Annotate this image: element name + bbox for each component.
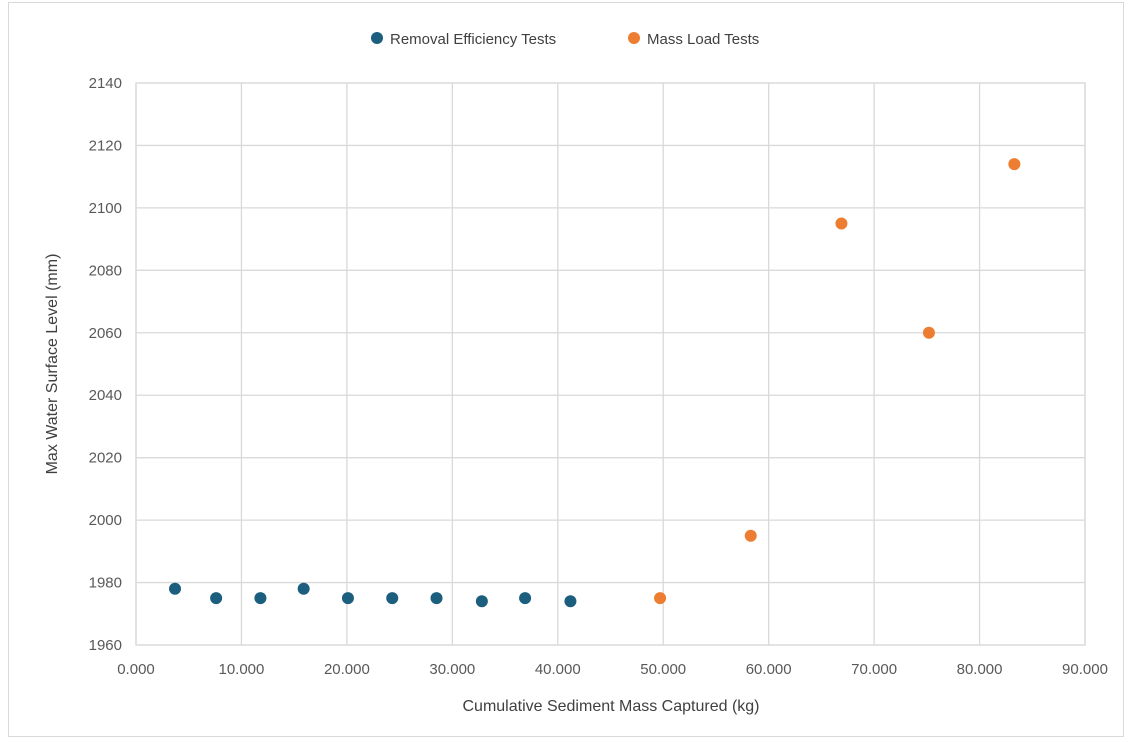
x-tick-label: 30.000 <box>429 661 475 678</box>
x-tick-label: 10.000 <box>218 661 264 678</box>
x-axis-ticks: 0.000 10.000 20.000 30.000 40.000 50.000 60.00… <box>117 661 1108 678</box>
x-tick-label: 60.000 <box>746 661 792 678</box>
removal-efficiency-point <box>210 592 223 605</box>
y-tick-label: 2040 <box>89 387 122 404</box>
removal-efficiency-point <box>430 592 443 605</box>
x-tick-label: 40.000 <box>535 661 581 678</box>
y-tick-label: 2100 <box>89 200 122 217</box>
x-tick-label: 20.000 <box>324 661 370 678</box>
removal-efficiency-point <box>475 595 488 608</box>
mass-load-point <box>744 529 757 542</box>
legend: Removal Efficiency Tests Mass Load Tests <box>371 31 759 48</box>
y-axis-ticks: 1960 1980 2000 2020 2040 2060 2080 2100 2120 2140 <box>89 75 122 654</box>
plot-area-border <box>135 82 1086 646</box>
x-axis-label: Cumulative Sediment Mass Captured (kg) <box>462 698 759 715</box>
x-tick-label: 50.000 <box>640 661 686 678</box>
y-tick-label: 1980 <box>89 575 122 592</box>
removal-efficiency-point <box>254 592 267 605</box>
mass-load-point <box>654 592 667 605</box>
mass-load-point <box>1008 158 1021 171</box>
legend-marker <box>628 32 640 44</box>
gridlines <box>135 82 1086 646</box>
x-tick-label: 80.000 <box>957 661 1003 678</box>
data-points <box>169 158 1021 608</box>
removal-efficiency-point <box>564 595 577 608</box>
legend-label: Removal Efficiency Tests <box>390 31 556 48</box>
y-tick-label: 1960 <box>89 637 122 654</box>
removal-efficiency-point <box>386 592 399 605</box>
legend-marker <box>371 32 383 44</box>
x-tick-label: 70.000 <box>851 661 897 678</box>
y-tick-label: 2080 <box>89 262 122 279</box>
removal-efficiency-point <box>297 582 310 595</box>
y-tick-label: 2020 <box>89 450 122 467</box>
legend-label: Mass Load Tests <box>647 31 759 48</box>
removal-efficiency-point <box>169 582 182 595</box>
removal-efficiency-point <box>519 592 532 605</box>
x-tick-label: 90.000 <box>1062 661 1108 678</box>
y-tick-label: 2000 <box>89 512 122 529</box>
removal-efficiency-point <box>341 592 354 605</box>
x-tick-label: 0.000 <box>117 661 155 678</box>
y-axis-label: Max Water Surface Level (mm) <box>44 254 61 475</box>
mass-load-point <box>922 326 935 339</box>
y-tick-label: 2060 <box>89 325 122 342</box>
y-tick-label: 2120 <box>89 137 122 154</box>
plot-area-border <box>135 82 1086 646</box>
y-tick-label: 2140 <box>89 75 122 92</box>
mass-load-point <box>835 217 848 230</box>
chart-frame <box>8 2 1124 737</box>
